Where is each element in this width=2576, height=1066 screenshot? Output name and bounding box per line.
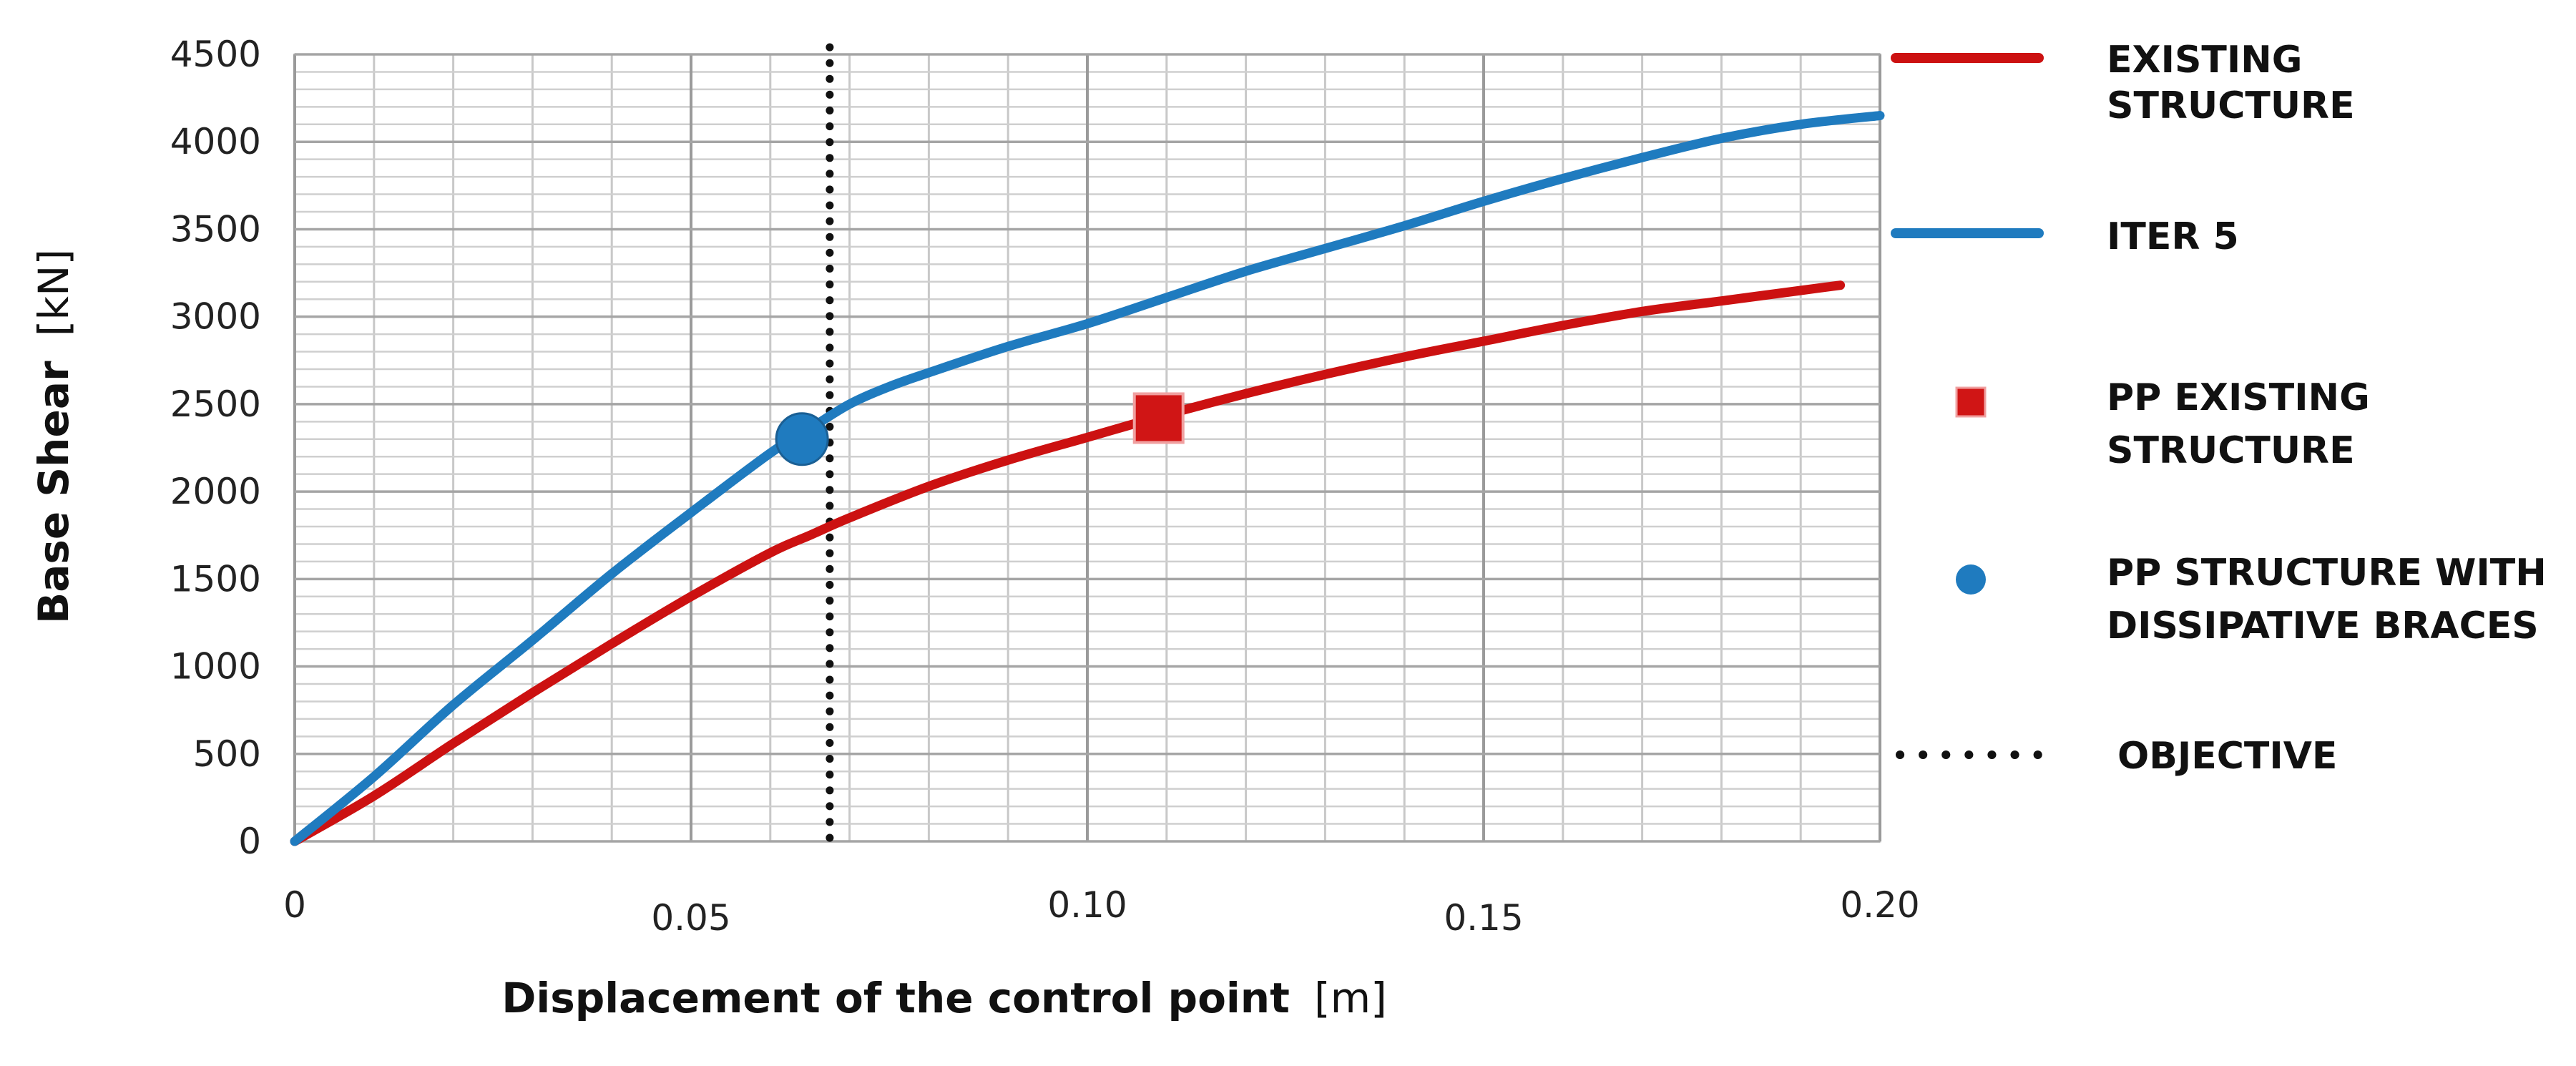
legend-label: OBJECTIVE (2117, 735, 2337, 778)
y-tick-label: 2500 (170, 383, 261, 425)
y-tick-label: 4500 (170, 34, 261, 75)
x-tick-label: 0.15 (1444, 897, 1523, 939)
x-tick-labels: 0 0.05 0.10 0.15 0.20 (283, 884, 1920, 939)
legend-item: ITER 5 (1891, 215, 2239, 258)
legend-label: STRUCTURE (2107, 429, 2355, 472)
legend-item: PP EXISTING STRUCTURE (1955, 376, 2370, 472)
y-axis-unit: [kN] (29, 249, 78, 336)
legend-square-symbol (1955, 386, 1987, 418)
x-axis-unit: [m] (1314, 974, 1387, 1022)
legend-label: DISSIPATIVE BRACES (2107, 605, 2539, 647)
y-tick-label: 1500 (170, 558, 261, 600)
series-line-existing-structure (290, 280, 1846, 846)
legend-label: ITER 5 (2107, 215, 2239, 258)
legend-label: STRUCTURE (2107, 84, 2355, 127)
x-tick-label: 0 (283, 884, 306, 926)
series (290, 43, 1885, 853)
x-axis-title: Displacement of the control point [m] (501, 974, 1387, 1022)
y-tick-label: 4000 (170, 121, 261, 162)
pp-existing-marker (1132, 392, 1185, 444)
legend-item: OBJECTIVE (1896, 735, 2337, 778)
x-tick-label: 0.20 (1840, 884, 1919, 926)
pp-braces-marker (775, 412, 829, 466)
legend-label: EXISTING (2107, 39, 2302, 82)
legend-label: PP STRUCTURE WITH (2107, 552, 2547, 595)
y-tick-label: 3500 (170, 208, 261, 250)
legend-label: PP EXISTING (2107, 376, 2370, 419)
legend-circle-symbol (1956, 564, 1986, 595)
x-axis-title-text: Displacement of the control point (501, 974, 1290, 1022)
y-tick-label: 500 (193, 733, 261, 775)
x-tick-label: 0.05 (651, 897, 730, 939)
y-tick-label: 3000 (170, 296, 261, 338)
axis-titles: Base Shear [kN] Displacement of the cont… (29, 249, 1387, 1022)
series-line-iter-5 (290, 111, 1885, 846)
y-axis-title-text: Base Shear (29, 361, 78, 624)
grid (293, 53, 1881, 843)
legend-item: PP STRUCTURE WITH DISSIPATIVE BRACES (1956, 552, 2547, 647)
y-tick-label: 2000 (170, 471, 261, 512)
y-axis-title: Base Shear [kN] (29, 249, 78, 624)
x-tick-label: 0.10 (1047, 884, 1127, 926)
y-tick-label: 0 (238, 821, 261, 862)
y-tick-labels: 0 500 1000 1500 2000 2500 3000 3500 4000 4500 (170, 34, 261, 862)
y-tick-label: 1000 (170, 646, 261, 688)
